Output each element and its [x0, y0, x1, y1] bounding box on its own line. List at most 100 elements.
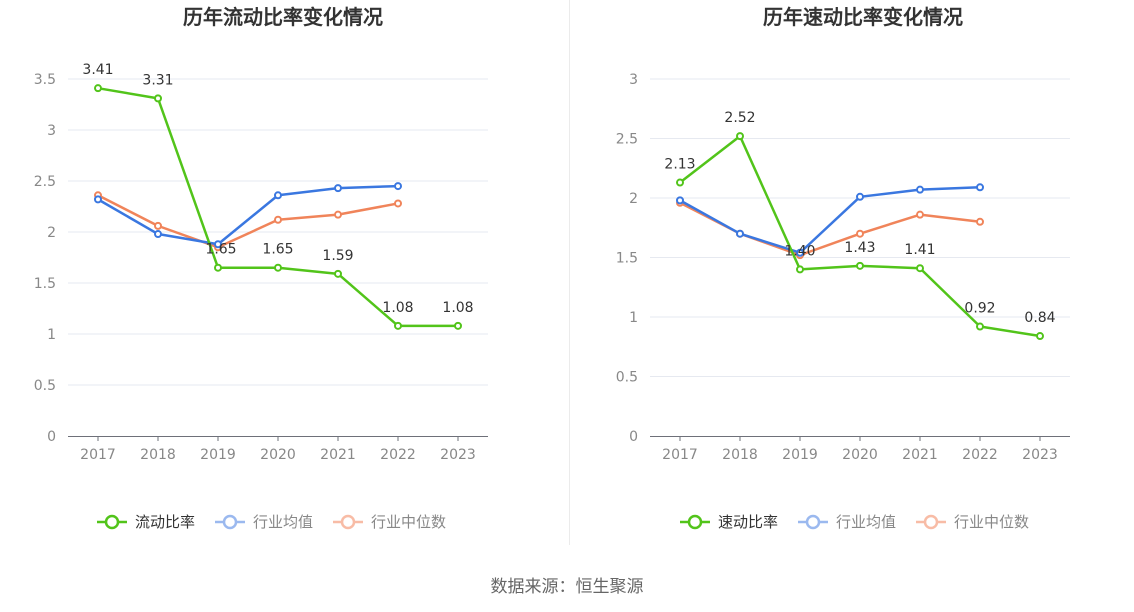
- quick-ratio-series-1-point[interactable]: [736, 229, 744, 238]
- quick-ratio-series-1-line: [679, 186, 981, 254]
- quick-ratio-series-0-point[interactable]: [976, 322, 984, 331]
- quick-ratio-series-0-point[interactable]: [676, 178, 684, 187]
- current-ratio-series-0-point[interactable]: [274, 263, 282, 272]
- current-ratio-x-tick-label: 2019: [200, 447, 236, 463]
- current-ratio-x-tick-label: 2021: [320, 447, 356, 463]
- quick-ratio-y-tick-label: 2.5: [616, 132, 638, 148]
- quick-ratio-data-label: 1.41: [904, 242, 935, 258]
- quick-ratio-series-0-point[interactable]: [796, 265, 804, 274]
- current-ratio-data-label: 1.08: [382, 300, 413, 316]
- quick-ratio-x-tick-label: 2022: [962, 447, 998, 463]
- quick-ratio-series-1-point[interactable]: [676, 196, 684, 205]
- current-ratio-x-tick-label: 2017: [80, 447, 116, 463]
- current-ratio-series-0-point[interactable]: [334, 269, 342, 278]
- quick-ratio-series-2-point[interactable]: [976, 217, 984, 226]
- quick-ratio-y-tick-label: 2: [629, 191, 638, 207]
- current-ratio-series-2-point[interactable]: [154, 221, 162, 230]
- chart-divider: [569, 0, 570, 545]
- current-ratio-y-tick-label: 0.5: [34, 378, 56, 394]
- current-ratio-series-0-point[interactable]: [214, 263, 222, 272]
- legend-label: 行业中位数: [954, 513, 1029, 531]
- current-ratio-series-1-point[interactable]: [214, 240, 222, 249]
- legend-marker-icon: [805, 514, 821, 530]
- data-source-note: 数据来源：恒生聚源: [490, 577, 644, 597]
- quick-ratio-y-tick-label: 0: [629, 429, 638, 445]
- quick-ratio-y-tick-label: 1.5: [616, 251, 638, 267]
- current-ratio-series-2-point[interactable]: [334, 210, 342, 219]
- current-ratio-data-label: 1.65: [262, 242, 293, 258]
- quick-ratio-y-tick-label: 3: [629, 72, 638, 88]
- current-ratio-chart: 历年流动比率变化情况 0 0.5 1 1.5 2 2.5 3 3.5 2017 2018 2019 20…: [34, 5, 488, 531]
- quick-ratio-title: 历年速动比率变化情况: [763, 5, 963, 29]
- legend-label: 行业均值: [836, 513, 896, 531]
- legend-marker-icon: [687, 514, 703, 530]
- quick-ratio-legend-item-0[interactable]: 速动比率: [680, 513, 778, 531]
- quick-ratio-series-2-point[interactable]: [856, 229, 864, 238]
- current-ratio-y-tick-label: 2: [47, 225, 56, 241]
- legend-label: 速动比率: [718, 513, 778, 531]
- current-ratio-series-1-point[interactable]: [94, 195, 102, 204]
- quick-ratio-data-label: 1.40: [784, 243, 815, 259]
- quick-ratio-data-label: 2.52: [724, 110, 755, 126]
- legend-label: 行业中位数: [371, 513, 446, 531]
- quick-ratio-series-1-point[interactable]: [796, 248, 804, 257]
- current-ratio-x-tick-label: 2020: [260, 447, 296, 463]
- quick-ratio-x-tick-label: 2019: [782, 447, 818, 463]
- current-ratio-series-0-point[interactable]: [394, 321, 402, 330]
- current-ratio-y-tick-label: 3: [47, 123, 56, 139]
- current-ratio-series-1-point[interactable]: [334, 184, 342, 193]
- legend-marker-icon: [104, 514, 120, 530]
- current-ratio-series-1-point[interactable]: [154, 230, 162, 239]
- quick-ratio-series-0-point[interactable]: [1036, 332, 1044, 341]
- quick-ratio-series-1-point[interactable]: [916, 185, 924, 194]
- quick-ratio-series-1-point[interactable]: [976, 183, 984, 192]
- current-ratio-y-tick-label: 3.5: [34, 72, 56, 88]
- current-ratio-y-tick-label: 0: [47, 429, 56, 445]
- quick-ratio-x-tick-label: 2021: [902, 447, 938, 463]
- quick-ratio-series-1-point[interactable]: [856, 192, 864, 201]
- quick-ratio-series-0-point[interactable]: [856, 261, 864, 270]
- current-ratio-y-tick-label: 2.5: [34, 174, 56, 190]
- legend-label: 行业均值: [253, 513, 313, 531]
- quick-ratio-series-2-point[interactable]: [916, 210, 924, 219]
- current-ratio-series-2-point[interactable]: [394, 199, 402, 208]
- quick-ratio-x-tick-label: 2023: [1022, 447, 1058, 463]
- quick-ratio-y-tick-label: 0.5: [616, 370, 638, 386]
- quick-ratio-legend-item-1[interactable]: 行业均值: [798, 513, 896, 531]
- legend-marker-icon: [222, 514, 238, 530]
- legend-marker-icon: [340, 514, 356, 530]
- quick-ratio-series-0-point[interactable]: [916, 264, 924, 273]
- current-ratio-series-1-point[interactable]: [274, 191, 282, 200]
- current-ratio-series-0-line: [97, 86, 458, 328]
- current-ratio-series-0-point[interactable]: [154, 94, 162, 103]
- current-ratio-x-tick-label: 2022: [380, 447, 416, 463]
- current-ratio-legend-item-0[interactable]: 流动比率: [97, 513, 195, 531]
- quick-ratio-x-tick-label: 2018: [722, 447, 758, 463]
- quick-ratio-series-0-point[interactable]: [736, 132, 744, 141]
- current-ratio-legend-item-2[interactable]: 行业中位数: [333, 513, 446, 531]
- quick-ratio-data-label: 0.92: [964, 301, 995, 317]
- current-ratio-series-0-point[interactable]: [454, 321, 462, 330]
- current-ratio-series-0-point[interactable]: [94, 84, 102, 93]
- legend-label: 流动比率: [135, 513, 195, 531]
- quick-ratio-legend-item-2[interactable]: 行业中位数: [916, 513, 1029, 531]
- current-ratio-data-label: 1.59: [322, 248, 353, 264]
- current-ratio-y-tick-label: 1: [47, 327, 56, 343]
- current-ratio-series-2-line: [97, 194, 399, 249]
- quick-ratio-data-label: 1.43: [844, 240, 875, 256]
- current-ratio-title: 历年流动比率变化情况: [183, 5, 383, 29]
- current-ratio-data-label: 1.65: [205, 242, 236, 258]
- current-ratio-data-label: 3.31: [142, 72, 173, 88]
- legend-marker-icon: [923, 514, 939, 530]
- current-ratio-series-2-point[interactable]: [274, 215, 282, 224]
- current-ratio-data-label: 3.41: [82, 62, 113, 78]
- current-ratio-y-tick-label: 1.5: [34, 276, 56, 292]
- quick-ratio-chart: 历年速动比率变化情况 0 0.5 1 1.5 2 2.5 3 2017 2018 2019 2020 2…: [616, 5, 1070, 531]
- current-ratio-series-1-point[interactable]: [394, 182, 402, 191]
- quick-ratio-data-label: 2.13: [664, 157, 695, 173]
- quick-ratio-data-label: 0.84: [1024, 310, 1055, 326]
- quick-ratio-x-tick-label: 2017: [662, 447, 698, 463]
- current-ratio-series-1-line: [97, 184, 399, 246]
- current-ratio-legend-item-1[interactable]: 行业均值: [215, 513, 313, 531]
